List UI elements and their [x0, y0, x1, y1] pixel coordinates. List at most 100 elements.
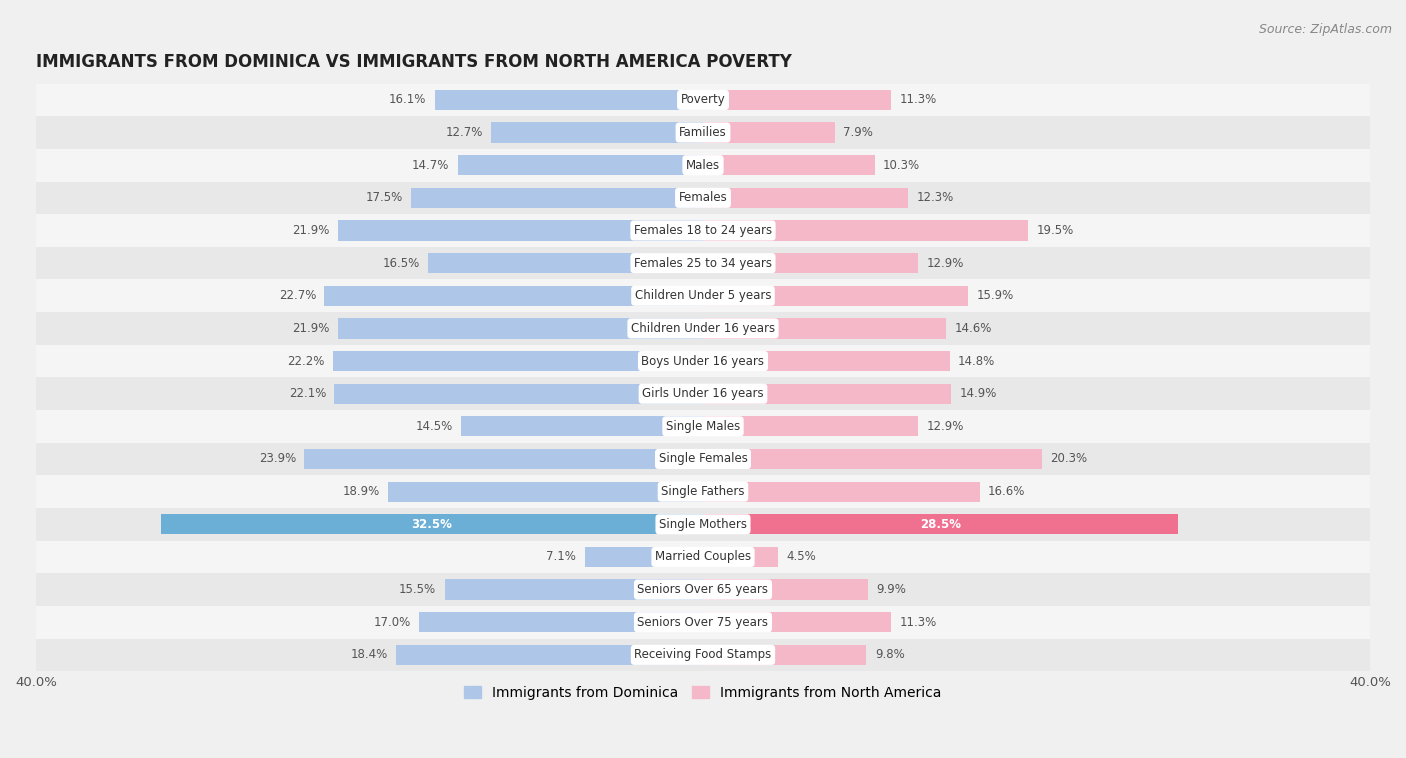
Bar [37, 475, 1369, 508]
Text: Single Fathers: Single Fathers [661, 485, 745, 498]
Bar [37, 606, 1369, 638]
Bar [703, 514, 1178, 534]
Text: 20.3%: 20.3% [1050, 453, 1087, 465]
Bar [491, 122, 703, 143]
Bar [419, 612, 703, 632]
Text: 11.3%: 11.3% [900, 615, 936, 628]
Bar [333, 351, 703, 371]
Bar [335, 384, 703, 404]
Text: 12.7%: 12.7% [446, 126, 482, 139]
Text: 14.5%: 14.5% [416, 420, 453, 433]
Text: 4.5%: 4.5% [786, 550, 815, 563]
Bar [703, 449, 1042, 469]
Text: 7.9%: 7.9% [844, 126, 873, 139]
Bar [703, 481, 980, 502]
Text: 7.1%: 7.1% [547, 550, 576, 563]
Text: 17.0%: 17.0% [374, 615, 411, 628]
Text: 15.5%: 15.5% [399, 583, 436, 596]
Bar [37, 410, 1369, 443]
Bar [37, 116, 1369, 149]
Text: Females 25 to 34 years: Females 25 to 34 years [634, 257, 772, 270]
Text: 19.5%: 19.5% [1036, 224, 1074, 237]
Bar [703, 612, 891, 632]
Bar [37, 215, 1369, 247]
Text: 22.2%: 22.2% [287, 355, 325, 368]
Bar [703, 351, 950, 371]
Text: 15.9%: 15.9% [977, 290, 1014, 302]
Text: 22.7%: 22.7% [278, 290, 316, 302]
Text: Families: Families [679, 126, 727, 139]
Text: Females 18 to 24 years: Females 18 to 24 years [634, 224, 772, 237]
Text: Females: Females [679, 191, 727, 205]
Text: 21.9%: 21.9% [292, 224, 329, 237]
Bar [37, 280, 1369, 312]
Bar [337, 221, 703, 240]
Bar [396, 645, 703, 665]
Text: 22.1%: 22.1% [288, 387, 326, 400]
Text: 17.5%: 17.5% [366, 191, 404, 205]
Bar [37, 508, 1369, 540]
Text: 18.9%: 18.9% [342, 485, 380, 498]
Bar [703, 286, 969, 306]
Text: Children Under 5 years: Children Under 5 years [634, 290, 772, 302]
Bar [37, 247, 1369, 280]
Bar [703, 318, 946, 339]
Text: 9.8%: 9.8% [875, 648, 904, 662]
Text: 14.8%: 14.8% [957, 355, 995, 368]
Bar [37, 149, 1369, 181]
Bar [337, 318, 703, 339]
Bar [37, 377, 1369, 410]
Text: 14.9%: 14.9% [960, 387, 997, 400]
Text: Seniors Over 75 years: Seniors Over 75 years [637, 615, 769, 628]
Text: 16.5%: 16.5% [382, 257, 419, 270]
Text: 32.5%: 32.5% [412, 518, 453, 531]
Bar [703, 547, 778, 567]
Bar [703, 416, 918, 437]
Bar [458, 155, 703, 175]
Text: 16.6%: 16.6% [988, 485, 1025, 498]
Bar [703, 384, 952, 404]
Legend: Immigrants from Dominica, Immigrants from North America: Immigrants from Dominica, Immigrants fro… [458, 680, 948, 706]
Bar [427, 253, 703, 273]
Bar [37, 573, 1369, 606]
Bar [37, 345, 1369, 377]
Bar [305, 449, 703, 469]
Text: 11.3%: 11.3% [900, 93, 936, 106]
Text: Boys Under 16 years: Boys Under 16 years [641, 355, 765, 368]
Bar [325, 286, 703, 306]
Bar [703, 645, 866, 665]
Text: Single Females: Single Females [658, 453, 748, 465]
Bar [703, 155, 875, 175]
Text: 12.9%: 12.9% [927, 420, 965, 433]
Text: 12.9%: 12.9% [927, 257, 965, 270]
Text: Source: ZipAtlas.com: Source: ZipAtlas.com [1258, 23, 1392, 36]
Text: 18.4%: 18.4% [350, 648, 388, 662]
Text: Seniors Over 65 years: Seniors Over 65 years [637, 583, 769, 596]
Bar [37, 312, 1369, 345]
Bar [37, 443, 1369, 475]
Text: IMMIGRANTS FROM DOMINICA VS IMMIGRANTS FROM NORTH AMERICA POVERTY: IMMIGRANTS FROM DOMINICA VS IMMIGRANTS F… [37, 53, 792, 71]
Bar [37, 638, 1369, 671]
Bar [162, 514, 703, 534]
Bar [411, 188, 703, 208]
Bar [703, 188, 908, 208]
Bar [37, 181, 1369, 215]
Text: Single Mothers: Single Mothers [659, 518, 747, 531]
Bar [703, 122, 835, 143]
Bar [703, 579, 868, 600]
Text: Males: Males [686, 158, 720, 171]
Text: 10.3%: 10.3% [883, 158, 921, 171]
Text: 16.1%: 16.1% [389, 93, 426, 106]
Text: Single Males: Single Males [666, 420, 740, 433]
Bar [444, 579, 703, 600]
Text: 21.9%: 21.9% [292, 322, 329, 335]
Bar [461, 416, 703, 437]
Text: Children Under 16 years: Children Under 16 years [631, 322, 775, 335]
Text: 14.7%: 14.7% [412, 158, 450, 171]
Bar [585, 547, 703, 567]
Bar [388, 481, 703, 502]
Text: Poverty: Poverty [681, 93, 725, 106]
Bar [434, 89, 703, 110]
Text: Receiving Food Stamps: Receiving Food Stamps [634, 648, 772, 662]
Text: 28.5%: 28.5% [920, 518, 962, 531]
